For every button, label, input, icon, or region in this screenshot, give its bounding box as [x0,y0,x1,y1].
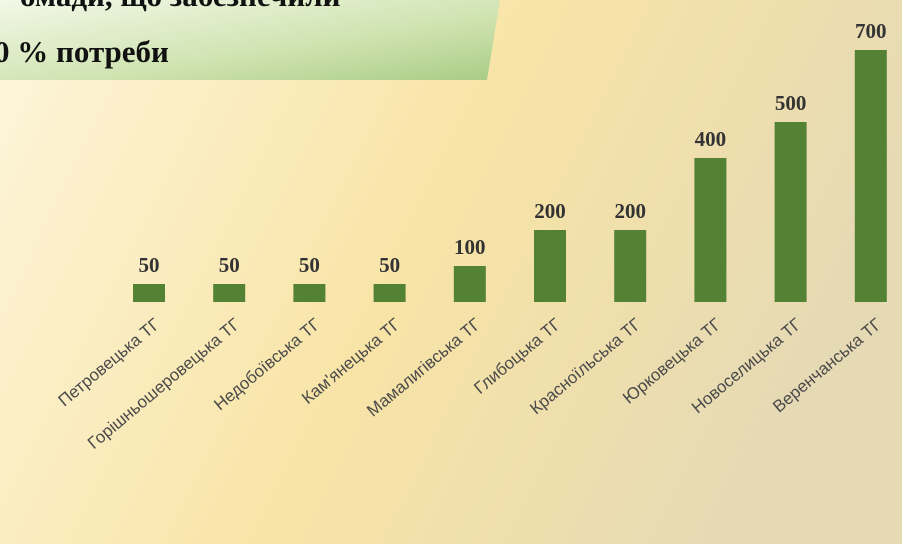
data-label: 50 [219,253,240,277]
data-label: 200 [614,199,646,223]
bar [133,284,165,302]
bar [774,122,807,302]
data-label: 50 [299,253,320,277]
bar [453,266,486,302]
data-label: 400 [695,127,727,151]
bar [293,284,326,302]
bar [534,230,566,302]
bar [213,284,246,302]
data-label: 50 [379,253,400,277]
bar [614,230,647,302]
data-label: 100 [454,235,486,259]
data-label: 700 [855,19,887,43]
bar [854,50,887,302]
data-label: 50 [139,253,160,277]
bar [694,158,727,302]
bar [373,284,406,302]
chart-title: 0 % потреби [0,34,169,69]
title-banner [0,0,500,80]
data-label: 500 [775,91,807,115]
data-label: 200 [534,199,566,223]
chart-title: омади, що забезпечили [20,0,341,13]
